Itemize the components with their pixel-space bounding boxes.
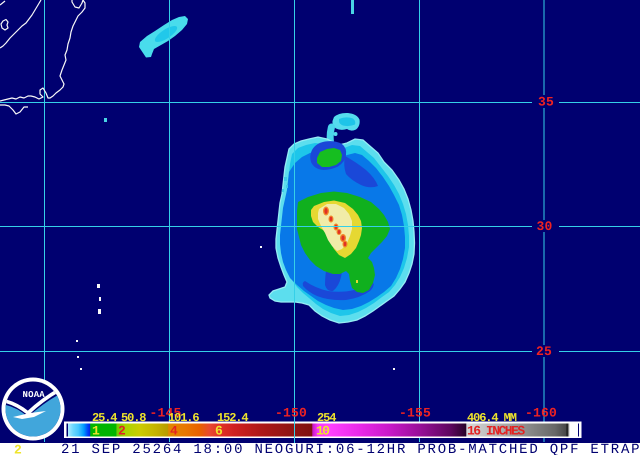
svg-text:4: 4: [170, 424, 178, 439]
svg-text:6: 6: [215, 424, 223, 439]
svg-text:10: 10: [316, 424, 330, 439]
svg-text:25: 25: [536, 344, 552, 359]
svg-text:25.4: 25.4: [92, 411, 117, 425]
svg-text:-160: -160: [525, 406, 557, 421]
svg-text:50.8: 50.8: [121, 411, 146, 425]
svg-text:152.4: 152.4: [217, 411, 248, 425]
svg-text:16 INCHES: 16 INCHES: [467, 424, 525, 439]
svg-text:254: 254: [317, 411, 336, 425]
svg-text:NOAA: NOAA: [23, 390, 46, 400]
svg-text:406.4 MM: 406.4 MM: [467, 411, 517, 425]
svg-text:-150: -150: [275, 406, 307, 421]
svg-text:21 SEP 25264 18:00 NEOGURI:06-: 21 SEP 25264 18:00 NEOGURI:06-12HR PROB-…: [61, 442, 640, 455]
svg-text:2: 2: [118, 424, 126, 439]
svg-text:35: 35: [538, 95, 554, 110]
svg-text:2: 2: [14, 443, 22, 455]
svg-text:-145: -145: [150, 406, 182, 421]
svg-text:30: 30: [537, 219, 553, 234]
svg-text:101.6: 101.6: [168, 411, 199, 425]
svg-text:1: 1: [92, 424, 100, 439]
svg-text:-155: -155: [399, 406, 431, 421]
